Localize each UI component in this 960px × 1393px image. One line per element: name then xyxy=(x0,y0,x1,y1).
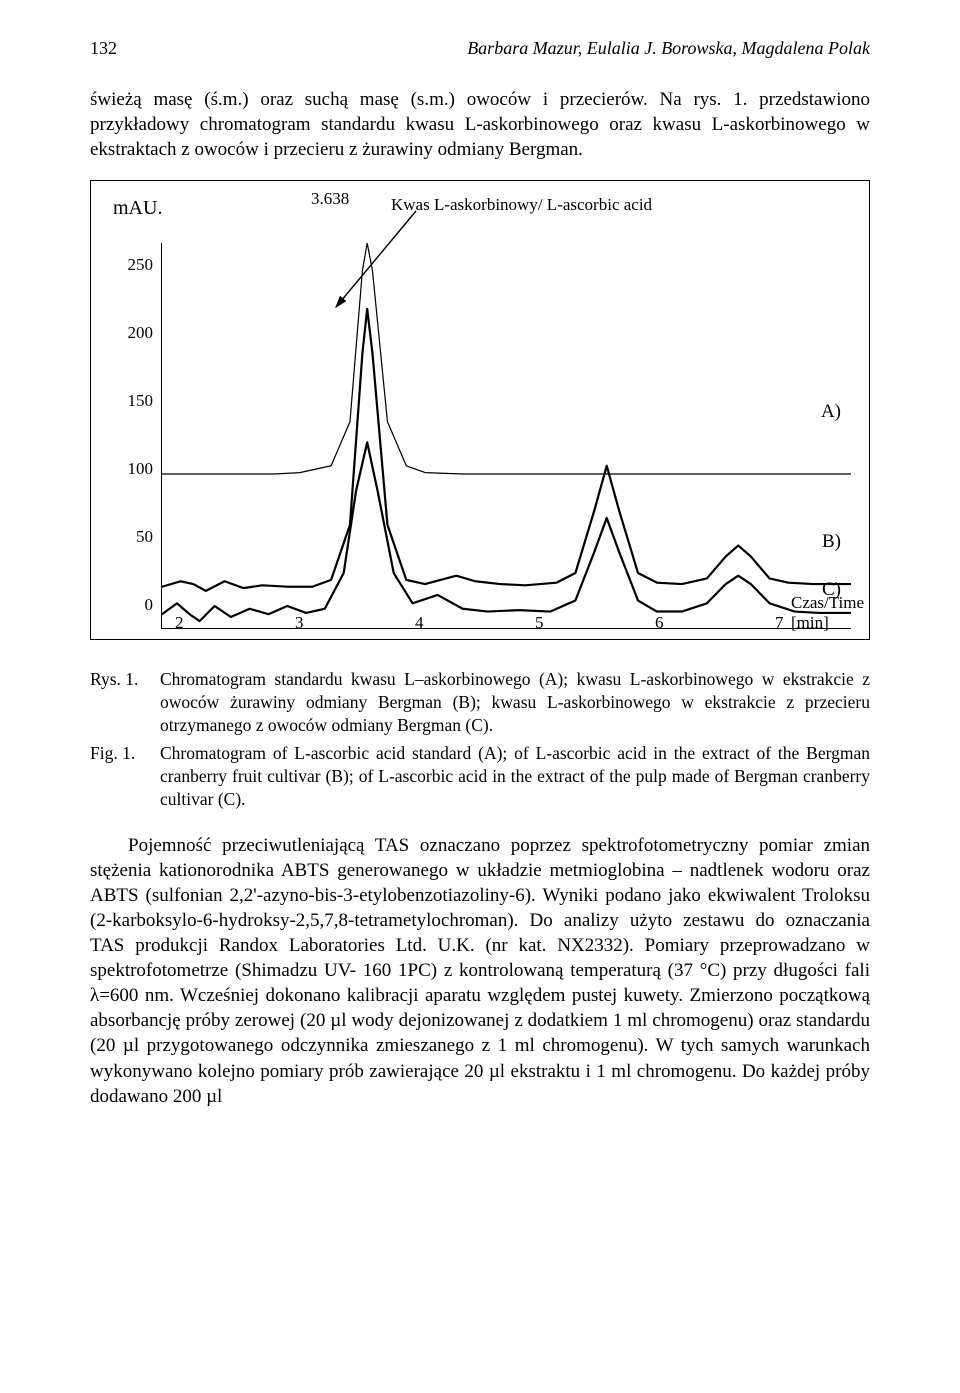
ytick-50: 50 xyxy=(109,527,153,547)
caption-rys-text: Chromatogram standardu kwasu L–askorbino… xyxy=(160,668,870,737)
ytick-100: 100 xyxy=(109,459,153,479)
xtick-7: 7 xyxy=(775,613,784,633)
peak-time-label: 3.638 xyxy=(311,189,349,209)
caption-fig-label: Fig. 1. xyxy=(90,742,160,811)
header-authors: Barbara Mazur, Eulalia J. Borowska, Magd… xyxy=(467,38,870,59)
trace-a xyxy=(162,243,851,474)
ytick-200: 200 xyxy=(109,323,153,343)
xtick-6: 6 xyxy=(655,613,664,633)
page-number: 132 xyxy=(90,38,117,59)
trace-b xyxy=(162,309,851,591)
ytick-0: 0 xyxy=(109,595,153,615)
ytick-150: 150 xyxy=(109,391,153,411)
xtick-2: 2 xyxy=(175,613,184,633)
trace-label-c: C) xyxy=(822,579,841,601)
trace-c xyxy=(162,443,851,622)
y-axis-unit: mAU. xyxy=(113,197,162,220)
xtick-3: 3 xyxy=(295,613,304,633)
caption-fig-text: Chromatogram of L-ascorbic acid standard… xyxy=(160,742,870,811)
chart-plot-area xyxy=(161,243,851,629)
ytick-250: 250 xyxy=(109,255,153,275)
annotation-arrow xyxy=(321,209,441,329)
caption-rys-label: Rys. 1. xyxy=(90,668,160,737)
xtick-5: 5 xyxy=(535,613,544,633)
trace-label-b: B) xyxy=(822,531,841,553)
figure-caption: Rys. 1. Chromatogram standardu kwasu L–a… xyxy=(90,668,870,811)
chromatogram-figure: mAU. 3.638 Kwas L-askorbinowy/ L-ascorbi… xyxy=(90,180,870,640)
intro-paragraph: świeżą masę (ś.m.) oraz suchą masę (s.m.… xyxy=(90,87,870,162)
page-header: 132 Barbara Mazur, Eulalia J. Borowska, … xyxy=(90,38,870,59)
main-paragraph: Pojemność przeciwutleniającą TAS oznacza… xyxy=(90,833,870,1109)
chromatogram-svg xyxy=(162,243,851,628)
trace-label-a: A) xyxy=(821,401,841,423)
xtick-4: 4 xyxy=(415,613,424,633)
